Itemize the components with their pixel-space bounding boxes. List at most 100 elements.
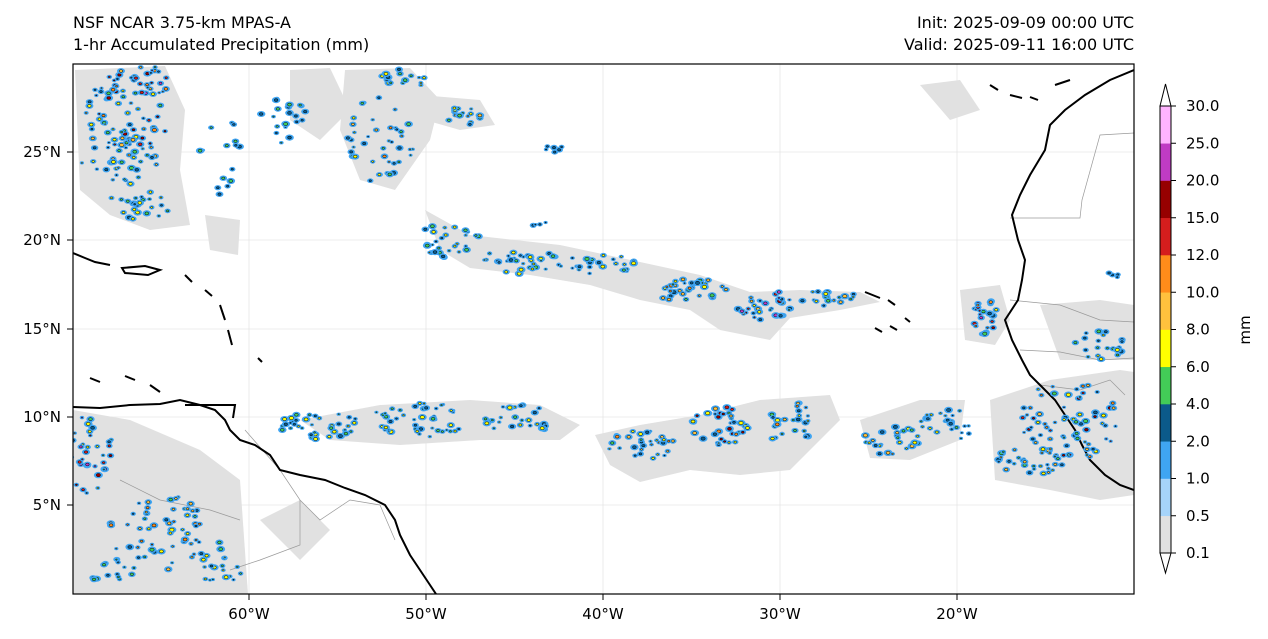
precip-cell-core — [130, 138, 136, 142]
precip-cell-core — [991, 326, 996, 330]
precip-cell-core — [1053, 421, 1057, 424]
valid-time: Valid: 2025-09-11 16:00 UTC — [903, 35, 1134, 54]
precip-cell-core — [1111, 401, 1115, 405]
precip-cell-core — [440, 430, 444, 433]
colorbar-max-extend — [1159, 83, 1172, 107]
precip-cell-core — [997, 460, 1000, 463]
precip-cell-core — [712, 432, 718, 436]
precip-cell-core — [649, 440, 652, 443]
precip-cell-core — [430, 224, 435, 228]
precip-cell-core — [160, 204, 163, 207]
precip-cell-core — [507, 405, 513, 410]
precip-cell-core — [148, 190, 153, 194]
colorbar-swatch — [1160, 515, 1171, 554]
precip-cell-core — [102, 468, 105, 471]
precip-cell-core — [353, 154, 358, 159]
precip-cell-core — [540, 259, 543, 262]
lon-label-50w: 50°W — [405, 605, 447, 623]
precip-cell-core — [491, 419, 494, 422]
precip-cell-core — [236, 565, 239, 568]
precip-cell-core — [1064, 444, 1069, 448]
precip-cell-core — [106, 96, 112, 100]
precip-cell-core — [126, 523, 129, 526]
precip-cell-core — [115, 547, 118, 550]
precip-cell-core — [776, 290, 781, 294]
precip-cell-core — [436, 429, 440, 433]
precip-cell-core — [632, 445, 637, 449]
precip-cell-core — [596, 260, 601, 265]
precip-cell-core — [1084, 441, 1086, 443]
precip-cell-core — [483, 259, 486, 261]
precip-cell-core — [717, 442, 720, 444]
precip-cell-core — [131, 128, 136, 132]
colorbar-level-label: 6.0 — [1186, 358, 1210, 376]
precip-cell-core — [793, 429, 797, 432]
precip-cell-core — [979, 316, 984, 320]
precip-cell-core — [139, 160, 143, 163]
precip-cell-core — [343, 431, 348, 436]
precip-cell-core — [557, 263, 560, 266]
precip-cell-core — [144, 510, 148, 514]
precip-cell-core — [91, 160, 95, 163]
precip-cell-core — [626, 435, 631, 439]
precip-cell-core — [951, 414, 954, 417]
precip-cell-core — [99, 90, 103, 93]
precip-cell-core — [275, 107, 280, 111]
precip-cell-core — [131, 156, 136, 159]
convective-cells — [73, 65, 1126, 583]
precip-cell-core — [1073, 341, 1078, 345]
precip-cell-core — [443, 226, 446, 229]
lat-label-25n: 25°N — [23, 143, 61, 161]
precip-cell-core — [157, 215, 160, 217]
precip-cell-core — [448, 423, 453, 427]
precip-cell-core — [1056, 457, 1060, 460]
precip-cell-core — [111, 160, 116, 164]
precip-cell-core — [588, 265, 592, 269]
precip-cell-core — [650, 443, 653, 446]
precip-cell-core — [150, 81, 153, 84]
precip-cell-core — [185, 532, 190, 535]
precip-cell-core — [775, 418, 780, 422]
precip-cell-core — [963, 425, 966, 427]
colorbar-swatch — [1160, 329, 1171, 368]
precip-cell-core — [960, 432, 963, 434]
lat-axis: 25°N 20°N 15°N 10°N 5°N — [23, 143, 73, 514]
precip-cell-core — [107, 146, 110, 149]
precip-cell-core — [557, 148, 562, 152]
colorbar-level-label: 8.0 — [1186, 321, 1210, 339]
precip-cell-core — [729, 414, 733, 418]
precip-cell-core — [153, 66, 157, 69]
precip-cell-core — [749, 296, 753, 299]
precip-cell-core — [138, 82, 142, 86]
precip-cell-core — [571, 267, 574, 269]
precip-cell-core — [723, 440, 727, 443]
precip-cell-core — [897, 440, 902, 444]
precip-cell-core — [560, 145, 563, 149]
precip-cell-core — [1023, 431, 1025, 434]
precip-cell-core — [332, 430, 337, 434]
precip-cell-core — [610, 441, 615, 445]
precip-cell-core — [1036, 420, 1040, 424]
precip-cell-core — [123, 178, 126, 181]
precip-cell-core — [124, 141, 129, 145]
precip-cell-core — [168, 531, 172, 535]
precip-cell-core — [119, 143, 125, 147]
precip-cell-core — [1087, 443, 1090, 446]
precip-cell-core — [1083, 419, 1089, 423]
precip-cell-core — [308, 413, 311, 416]
precip-cell-core — [282, 417, 287, 421]
precip-cell-core — [303, 417, 309, 422]
precip-cell-core — [230, 168, 234, 171]
precip-cell-core — [1096, 329, 1102, 334]
precip-cell-core — [138, 527, 142, 530]
precip-cell-core — [115, 174, 118, 176]
precip-cell-core — [519, 254, 522, 257]
precip-cell-core — [115, 558, 118, 561]
precip-cell-core — [645, 430, 650, 434]
precip-cell-core — [90, 136, 95, 140]
precip-cell-core — [233, 139, 238, 143]
precip-cell-core — [716, 415, 721, 419]
precip-cell-core — [470, 108, 473, 110]
precip-cell-core — [651, 456, 655, 460]
